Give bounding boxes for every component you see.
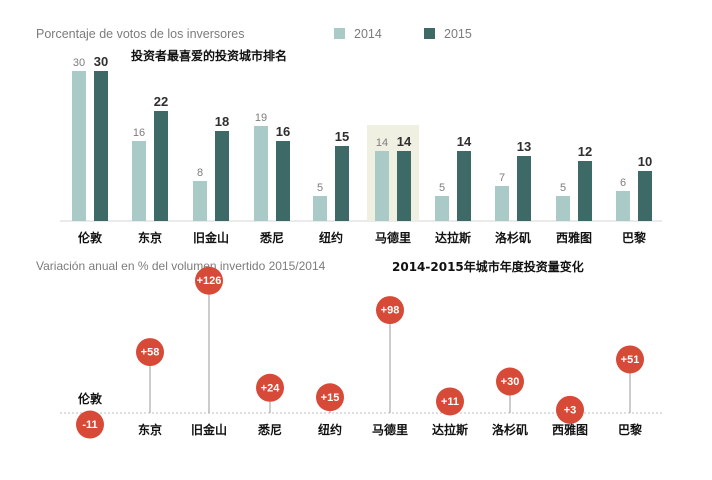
value-label-2015-1: 22 bbox=[154, 94, 168, 109]
lollipop-bubble-8 bbox=[556, 395, 584, 424]
lollipop-value-label-1: +58 bbox=[141, 347, 160, 359]
value-label-2014-4: 5 bbox=[317, 182, 323, 194]
lollipop-value-label-8: +3 bbox=[564, 404, 577, 416]
value-label-2015-6: 14 bbox=[457, 134, 472, 149]
bar-2014-7 bbox=[495, 186, 509, 221]
bar-2015-5 bbox=[397, 151, 411, 221]
bar-2015-2 bbox=[215, 131, 229, 221]
legend-label-2015: 2015 bbox=[444, 27, 472, 41]
lollipop-bubble-5 bbox=[376, 296, 404, 325]
lollipop-category-label-9: 巴黎 bbox=[618, 422, 642, 437]
bar-category-label-9: 巴黎 bbox=[622, 230, 646, 245]
value-label-2014-5: 14 bbox=[376, 137, 388, 149]
lollipop-value-label-2: +126 bbox=[197, 275, 222, 287]
lollipop-value-label-4: +15 bbox=[321, 392, 340, 404]
value-label-2014-0: 30 bbox=[73, 57, 85, 69]
bar-category-label-2: 旧金山 bbox=[193, 230, 229, 245]
lollipop-category-label-4: 纽约 bbox=[318, 422, 342, 437]
bar-2014-5 bbox=[375, 151, 389, 221]
value-label-2014-8: 5 bbox=[560, 182, 566, 194]
lollipop-category-label-1: 东京 bbox=[138, 422, 162, 437]
value-label-2015-4: 15 bbox=[335, 129, 349, 144]
chart2-title: Variación anual en % del volumen inverti… bbox=[36, 259, 326, 273]
bar-2015-4 bbox=[335, 146, 349, 221]
lollipop-bubble-2 bbox=[195, 266, 223, 295]
value-label-2014-1: 16 bbox=[133, 127, 145, 139]
bar-category-label-8: 西雅图 bbox=[556, 230, 592, 245]
lollipop-category-label-3: 悉尼 bbox=[257, 422, 282, 437]
value-label-2015-2: 18 bbox=[215, 114, 229, 129]
lollipop-value-label-5: +98 bbox=[381, 305, 400, 317]
chart2-lollipops: -11 伦敦 +58 东京 +126 旧金山 +24 悉尼 +15 纽约 +98 马德里 +11 达拉斯 +… bbox=[76, 266, 644, 439]
lollipop-category-label-7: 洛杉矶 bbox=[492, 422, 528, 437]
lollipop-bubble-4 bbox=[316, 383, 344, 412]
value-label-2015-7: 13 bbox=[517, 139, 531, 154]
chart1-bars: 30 30 伦敦 16 22 东京 8 18 旧金山 19 16 悉尼 5 15 纽约 14 14 马德里 5 14 达… bbox=[72, 54, 652, 245]
bar-2015-9 bbox=[638, 171, 652, 221]
bar-2015-3 bbox=[276, 141, 290, 221]
lollipop-category-label-2: 旧金山 bbox=[191, 422, 227, 437]
bar-2015-8 bbox=[578, 161, 592, 221]
value-label-2014-2: 8 bbox=[197, 167, 203, 179]
value-label-2015-9: 10 bbox=[638, 154, 652, 169]
lollipop-value-label-0: -11 bbox=[82, 419, 97, 431]
value-label-2014-7: 7 bbox=[499, 172, 505, 184]
bar-2014-3 bbox=[254, 126, 268, 221]
lollipop-category-label-8: 西雅图 bbox=[552, 422, 588, 437]
legend-swatch-2015 bbox=[424, 28, 435, 39]
bar-2014-6 bbox=[435, 196, 449, 221]
investor-votes-bar-chart: Porcentaje de votos de los inversores 投资… bbox=[36, 27, 662, 245]
chart1-title: Porcentaje de votos de los inversores bbox=[36, 27, 244, 41]
lollipop-category-label-0: 伦敦 bbox=[78, 391, 103, 406]
bar-2014-9 bbox=[616, 191, 630, 221]
value-label-2014-3: 19 bbox=[255, 112, 267, 124]
bar-2014-1 bbox=[132, 141, 146, 221]
bar-2015-0 bbox=[94, 71, 108, 221]
value-label-2015-0: 30 bbox=[94, 54, 108, 69]
value-label-2015-3: 16 bbox=[276, 124, 290, 139]
lollipop-category-label-6: 达拉斯 bbox=[432, 422, 468, 437]
bar-2014-2 bbox=[193, 181, 207, 221]
bar-category-label-6: 达拉斯 bbox=[435, 230, 471, 245]
bar-category-label-4: 纽约 bbox=[319, 230, 343, 245]
lollipop-bubble-6 bbox=[436, 387, 464, 416]
bar-category-label-7: 洛杉矶 bbox=[495, 230, 531, 245]
legend-swatch-2014 bbox=[334, 28, 345, 39]
lollipop-bubble-0 bbox=[76, 410, 104, 439]
bar-category-label-0: 伦敦 bbox=[78, 230, 103, 245]
lollipop-value-label-7: +30 bbox=[501, 376, 520, 388]
bar-category-label-3: 悉尼 bbox=[259, 230, 284, 245]
bar-2015-1 bbox=[154, 111, 168, 221]
value-label-2015-5: 14 bbox=[397, 134, 412, 149]
lollipop-value-label-3: +24 bbox=[261, 382, 281, 394]
bar-category-label-1: 东京 bbox=[138, 230, 162, 245]
lollipop-value-label-9: +51 bbox=[621, 354, 640, 366]
bar-2014-4 bbox=[313, 196, 327, 221]
lollipop-bubble-3 bbox=[256, 373, 284, 402]
chart2-subtitle: 2014-2015年城市年度投资量变化 bbox=[392, 259, 584, 274]
lollipop-bubble-1 bbox=[136, 338, 164, 367]
value-label-2014-9: 6 bbox=[620, 177, 626, 189]
bar-2014-0 bbox=[72, 71, 86, 221]
lollipop-category-label-5: 马德里 bbox=[372, 422, 408, 437]
bar-category-label-5: 马德里 bbox=[375, 230, 411, 245]
value-label-2015-8: 12 bbox=[578, 144, 592, 159]
bar-2015-6 bbox=[457, 151, 471, 221]
chart1-subtitle: 投资者最喜爱的投资城市排名 bbox=[131, 48, 287, 63]
chart1-legend: 2014 2015 bbox=[334, 27, 472, 41]
value-label-2014-6: 5 bbox=[439, 182, 445, 194]
legend-label-2014: 2014 bbox=[354, 27, 382, 41]
bar-2015-7 bbox=[517, 156, 531, 221]
lollipop-value-label-6: +11 bbox=[441, 396, 459, 408]
bar-2014-8 bbox=[556, 196, 570, 221]
lollipop-bubble-9 bbox=[616, 345, 644, 374]
lollipop-bubble-7 bbox=[496, 367, 524, 396]
